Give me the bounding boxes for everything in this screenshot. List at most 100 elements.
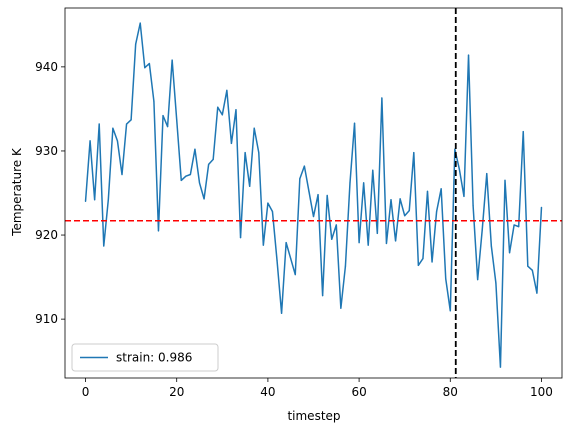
data-point xyxy=(180,179,182,181)
data-point xyxy=(125,123,128,125)
data-point xyxy=(431,261,433,263)
data-point xyxy=(89,140,91,142)
y-tick-label: 930 xyxy=(35,144,58,158)
data-point xyxy=(84,200,87,203)
data-point xyxy=(436,210,438,213)
data-point xyxy=(303,165,305,167)
data-point xyxy=(107,199,109,201)
data-point xyxy=(139,22,141,24)
data-point xyxy=(472,205,474,207)
data-point xyxy=(408,210,410,212)
data-point xyxy=(157,230,160,232)
data-point xyxy=(171,59,173,61)
data-point xyxy=(394,240,397,242)
data-point xyxy=(235,109,237,111)
data-point xyxy=(413,152,415,154)
data-point xyxy=(267,202,269,204)
data-point xyxy=(148,62,150,65)
data-point xyxy=(103,245,105,247)
y-tick-label: 940 xyxy=(35,60,58,74)
plot-area: 0 20 40 60 80 100 910 920 930 940 strain: 0.986 xyxy=(35,7,563,399)
data-point xyxy=(467,54,470,56)
data-point xyxy=(481,229,483,231)
data-point xyxy=(335,224,337,226)
data-point xyxy=(312,215,315,218)
data-point xyxy=(130,119,132,121)
data-point xyxy=(249,185,251,187)
data-point xyxy=(280,312,283,314)
data-point xyxy=(540,206,543,208)
data-point xyxy=(422,257,424,260)
data-point xyxy=(121,173,123,176)
data-point xyxy=(385,242,388,245)
data-point xyxy=(531,269,533,271)
data-point xyxy=(349,182,351,184)
data-point xyxy=(221,114,223,116)
data-point xyxy=(508,252,511,254)
data-point xyxy=(185,175,187,177)
y-axis-title: Temperature K xyxy=(10,147,24,237)
y-tick-label: 920 xyxy=(35,228,58,242)
data-point xyxy=(230,142,233,144)
data-point xyxy=(285,242,287,244)
x-tick-label: 60 xyxy=(351,385,366,399)
data-point xyxy=(417,264,419,266)
data-point xyxy=(499,366,502,368)
data-point xyxy=(426,190,429,192)
data-point xyxy=(239,236,242,239)
data-point xyxy=(308,190,310,192)
x-tick-label: 40 xyxy=(260,385,275,399)
data-point xyxy=(290,257,292,260)
data-point xyxy=(463,195,465,197)
data-point xyxy=(135,43,137,45)
data-point xyxy=(353,122,356,124)
data-point xyxy=(518,226,520,228)
data-point xyxy=(522,131,524,133)
data-point xyxy=(440,188,442,190)
data-point xyxy=(226,89,228,92)
data-point xyxy=(477,279,479,281)
data-point xyxy=(399,198,401,200)
data-point xyxy=(189,173,191,176)
data-point xyxy=(326,194,328,197)
data-point xyxy=(340,307,342,309)
data-point xyxy=(458,168,461,171)
data-point xyxy=(166,125,169,128)
data-point xyxy=(536,292,538,294)
y-tick-label: 910 xyxy=(35,312,58,326)
data-point xyxy=(271,210,274,213)
data-point xyxy=(449,310,451,312)
data-point xyxy=(198,182,201,184)
data-point xyxy=(390,199,392,201)
data-point xyxy=(322,294,324,297)
data-point xyxy=(317,194,319,196)
data-point xyxy=(504,179,506,181)
data-point xyxy=(94,199,96,201)
data-point xyxy=(445,278,447,280)
data-point xyxy=(276,259,278,261)
data-point xyxy=(98,123,100,125)
data-point xyxy=(404,215,406,217)
data-point xyxy=(262,244,264,246)
data-point xyxy=(208,163,210,166)
data-point xyxy=(344,265,347,267)
data-point xyxy=(490,245,492,247)
axes-frame xyxy=(64,7,563,379)
data-point xyxy=(217,106,219,108)
data-point xyxy=(144,67,146,69)
data-point xyxy=(513,224,515,226)
data-point xyxy=(294,273,296,276)
data-point xyxy=(244,152,246,154)
legend-label: strain: 0.986 xyxy=(116,351,192,365)
data-point xyxy=(495,282,497,284)
x-tick-label: 20 xyxy=(169,385,184,399)
data-point xyxy=(367,244,369,246)
data-point xyxy=(358,242,360,244)
x-tick-label: 0 xyxy=(82,385,90,399)
data-point xyxy=(372,169,374,171)
data-point xyxy=(253,127,255,129)
x-tick-label: 80 xyxy=(443,385,458,399)
data-point xyxy=(212,158,214,160)
